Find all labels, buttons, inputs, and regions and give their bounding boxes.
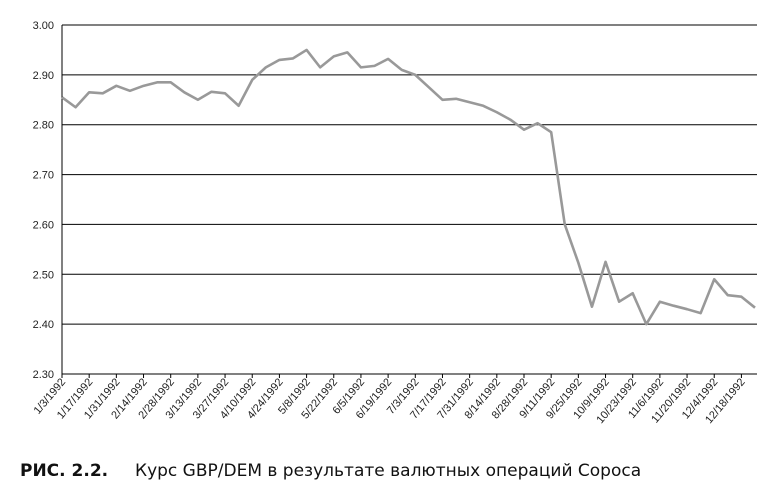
caption-label: РИС. 2.2. — [20, 461, 108, 481]
y-tick-label: 2.90 — [33, 70, 54, 82]
y-tick-label: 2.50 — [33, 269, 54, 281]
y-tick-label: 2.40 — [33, 319, 54, 331]
caption: Курс GBP/DEM в результате валютных опера… — [135, 461, 641, 481]
y-tick-label: 2.80 — [33, 120, 54, 132]
y-tick-label: 2.60 — [33, 219, 54, 231]
y-tick-label: 2.30 — [33, 369, 54, 381]
series-line — [61, 48, 756, 326]
y-tick-label: 3.00 — [33, 20, 54, 32]
y-tick-label: 2.70 — [33, 170, 54, 182]
